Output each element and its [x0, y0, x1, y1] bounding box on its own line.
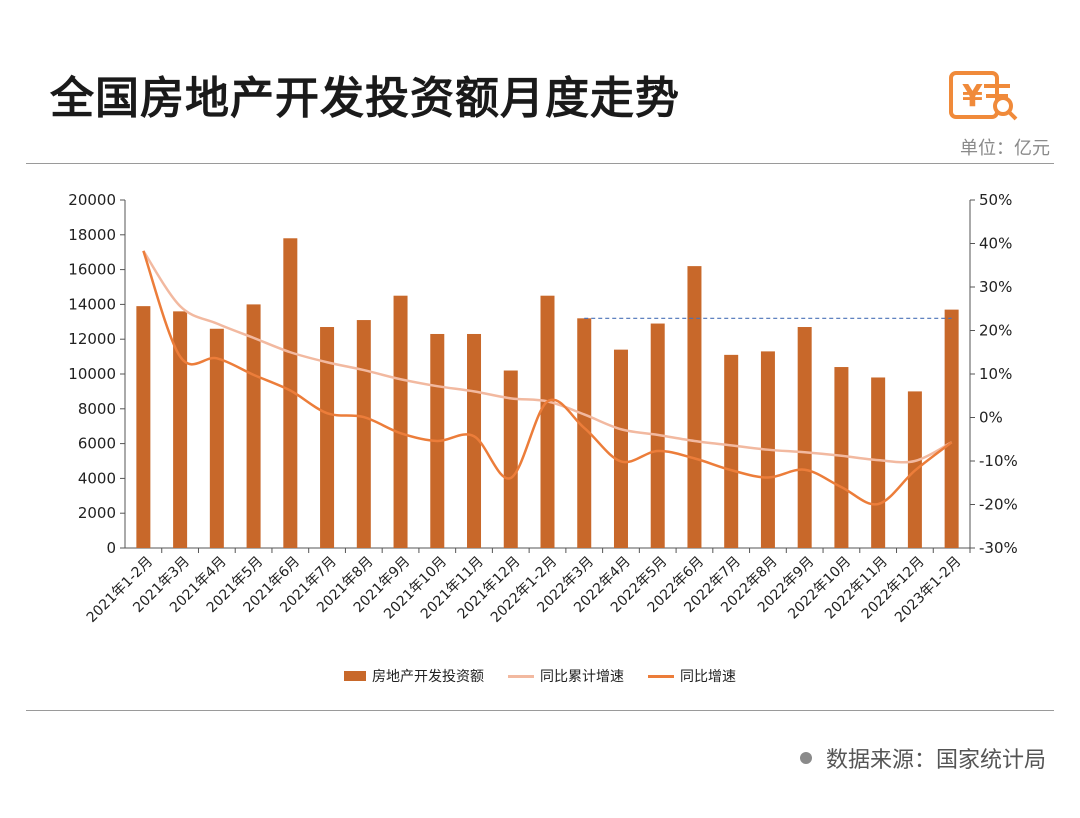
legend-label-yoy: 同比增速 — [680, 669, 736, 685]
bar-investment — [797, 327, 812, 548]
y-left-tick-label: 16000 — [68, 261, 116, 279]
y-right-tick-label: 20% — [979, 322, 1012, 340]
y-right-tick-label: -30% — [979, 539, 1018, 557]
bar-investment — [283, 238, 298, 548]
bar-investment — [540, 295, 555, 548]
y-right-tick-label: -10% — [979, 452, 1018, 470]
bar-investment — [871, 377, 886, 548]
y-right-tick-label: -20% — [979, 496, 1018, 514]
bar-investment — [687, 266, 702, 548]
bar-investment — [356, 320, 371, 548]
bar-investment — [944, 309, 959, 548]
source-text: 数据来源：国家统计局 — [825, 748, 1046, 773]
legend-item-yoy: 同比增速 — [648, 666, 736, 686]
bar-investment — [246, 304, 261, 548]
legend-swatch-yoy — [648, 674, 674, 678]
bottom-divider — [26, 710, 1054, 711]
source-note: 数据来源：国家统计局 — [799, 742, 1046, 774]
y-left-tick-label: 2000 — [78, 504, 116, 522]
svg-text:¥: ¥ — [962, 79, 983, 114]
unit-label: 单位：亿元 — [960, 138, 1050, 159]
y-right-tick-label: 0% — [979, 409, 1003, 427]
y-left-tick-label: 0 — [106, 539, 116, 557]
bar-investment — [577, 318, 592, 548]
legend-item-investment: 房地产开发投资额 — [344, 666, 484, 686]
bullet-icon — [799, 752, 812, 764]
page-title: 全国房地产开发投资额月度走势 — [50, 73, 680, 124]
legend-item-cumulative: 同比累计增速 — [508, 666, 624, 686]
y-left-tick-label: 8000 — [78, 400, 116, 418]
y-left-tick-label: 14000 — [68, 295, 116, 313]
bar-investment — [320, 327, 335, 548]
bar-investment — [724, 354, 739, 548]
legend-label-cumulative: 同比累计增速 — [540, 669, 624, 685]
y-right-tick-label: 50% — [979, 191, 1012, 209]
top-divider — [26, 163, 1054, 164]
line-yoy-growth — [142, 250, 953, 506]
legend-label-investment: 房地产开发投资额 — [372, 669, 484, 685]
y-left-tick-label: 4000 — [78, 469, 116, 487]
legend-swatch-bar — [344, 671, 366, 681]
bar-investment — [613, 349, 628, 548]
y-left-tick-label: 18000 — [68, 226, 116, 244]
y-right-tick-label: 10% — [979, 365, 1012, 383]
y-right-tick-label: 40% — [979, 235, 1012, 253]
legend-swatch-cumulative — [508, 674, 534, 678]
bar-investment — [209, 328, 224, 548]
y-left-tick-label: 6000 — [78, 435, 116, 453]
chart-legend: 房地产开发投资额 同比累计增速 同比增速 — [0, 666, 1080, 686]
bar-investment — [173, 311, 188, 548]
y-left-tick-label: 12000 — [68, 330, 116, 348]
yuan-receipt-search-icon: ¥ — [949, 71, 1018, 121]
bar-investment — [393, 295, 408, 548]
x-tick-label: 2023年1-2月 — [892, 554, 964, 626]
bar-investment — [834, 367, 849, 548]
y-right-tick-label: 30% — [979, 278, 1012, 296]
bar-investment — [503, 370, 518, 548]
bar-investment — [136, 306, 151, 548]
y-left-tick-label: 10000 — [68, 365, 116, 383]
y-left-tick-label: 20000 — [68, 191, 116, 209]
bar-investment — [467, 333, 482, 548]
investment-chart: 0 2000 4000 6000 8000 10000 12000 14000 16000 180… — [68, 191, 1018, 626]
